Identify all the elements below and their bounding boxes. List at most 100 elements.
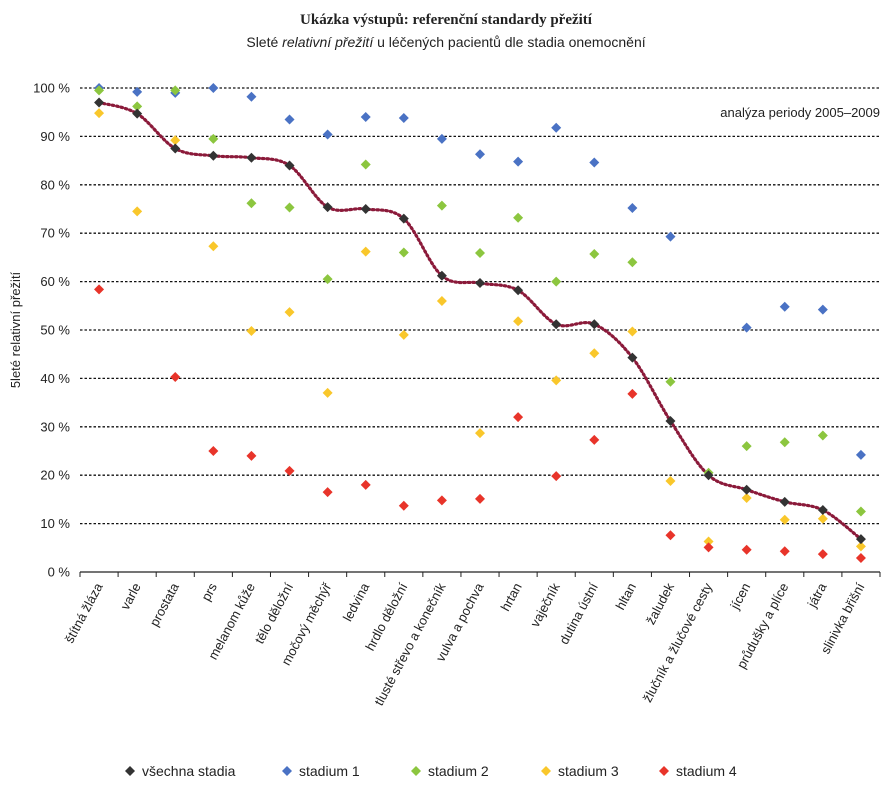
point-stadium-3 bbox=[475, 428, 485, 439]
point-stadium-1 bbox=[779, 301, 790, 312]
point-stadium-4 bbox=[817, 549, 828, 560]
point-stadium-3 bbox=[665, 476, 676, 487]
point-vsechna-stadia bbox=[436, 270, 447, 281]
point-stadium-1 bbox=[627, 203, 638, 214]
point-vsechna-stadia bbox=[132, 108, 143, 119]
point-stadium-4 bbox=[360, 479, 371, 490]
point-stadium-3 bbox=[817, 513, 828, 524]
point-stadium-4 bbox=[589, 434, 600, 445]
point-stadium-3 bbox=[703, 536, 714, 547]
period-annotation: analýza periody 2005–2009 bbox=[720, 105, 880, 120]
point-stadium-3 bbox=[589, 348, 600, 359]
point-stadium-2 bbox=[589, 249, 600, 260]
point-stadium-3 bbox=[94, 108, 105, 119]
legend-marker-stadium-4 bbox=[659, 766, 669, 776]
point-stadium-4 bbox=[322, 487, 333, 498]
point-stadium-2 bbox=[132, 101, 143, 112]
point-stadium-4 bbox=[208, 446, 219, 456]
point-vsechna-stadia bbox=[208, 150, 219, 161]
chart-subtitle: Sleté relativní přežití u léčených pacie… bbox=[0, 34, 892, 50]
y-tick-label: 20 % bbox=[40, 468, 70, 483]
point-stadium-2 bbox=[475, 248, 485, 259]
point-stadium-3 bbox=[741, 492, 752, 503]
point-vsechna-stadia bbox=[513, 285, 524, 296]
point-vsechna-stadia bbox=[551, 319, 562, 330]
category-label: varle bbox=[117, 580, 143, 612]
point-stadium-4 bbox=[475, 493, 485, 504]
point-stadium-3 bbox=[779, 514, 790, 525]
point-stadium-2 bbox=[513, 212, 524, 223]
point-stadium-4 bbox=[398, 500, 409, 511]
category-label: dutina ústní bbox=[556, 580, 601, 647]
point-vsechna-stadia bbox=[94, 97, 105, 108]
point-stadium-1 bbox=[665, 231, 676, 242]
subtitle-part-3: u léčených pacientů dle stadia onemocněn… bbox=[373, 34, 646, 50]
point-vsechna-stadia bbox=[741, 484, 752, 495]
point-stadium-3 bbox=[284, 307, 295, 318]
point-stadium-3 bbox=[513, 316, 524, 327]
point-vsechna-stadia bbox=[703, 470, 714, 481]
y-tick-label: 70 % bbox=[40, 226, 70, 241]
point-vsechna-stadia bbox=[360, 204, 371, 214]
all-stages-trend-line bbox=[97, 100, 863, 541]
point-stadium-2 bbox=[627, 257, 638, 268]
category-label: prs bbox=[198, 580, 220, 603]
point-stadium-4 bbox=[284, 465, 295, 476]
point-stadium-1 bbox=[475, 149, 485, 160]
category-label: tělo děložní bbox=[252, 580, 297, 646]
category-label: štítná žláza bbox=[62, 580, 106, 646]
point-stadium-1 bbox=[741, 322, 752, 333]
point-stadium-1 bbox=[246, 91, 257, 102]
point-stadium-1 bbox=[322, 129, 333, 140]
y-axis-title: 5leté relativní přežití bbox=[8, 271, 23, 388]
point-stadium-2 bbox=[855, 506, 866, 517]
category-label: játra bbox=[804, 580, 830, 611]
point-stadium-2 bbox=[284, 202, 295, 213]
point-vsechna-stadia bbox=[170, 143, 181, 154]
legend-marker-stadium-3 bbox=[541, 766, 551, 776]
point-stadium-2 bbox=[741, 441, 752, 452]
point-stadium-2 bbox=[322, 274, 333, 285]
y-tick-label: 0 % bbox=[48, 565, 71, 580]
y-tick-label: 100 % bbox=[33, 81, 70, 96]
legend-label-stadium-3: stadium 3 bbox=[558, 763, 619, 779]
point-stadium-1 bbox=[589, 157, 600, 168]
point-stadium-2 bbox=[779, 437, 790, 448]
point-vsechna-stadia bbox=[665, 415, 676, 426]
y-tick-label: 90 % bbox=[40, 129, 70, 144]
category-label: jícen bbox=[727, 580, 754, 612]
point-stadium-1 bbox=[132, 86, 143, 97]
point-vsechna-stadia bbox=[627, 352, 638, 363]
category-label: žaludek bbox=[643, 580, 678, 627]
point-stadium-1 bbox=[360, 112, 371, 123]
point-stadium-4 bbox=[94, 284, 105, 295]
point-stadium-4 bbox=[665, 530, 676, 541]
point-stadium-3 bbox=[398, 329, 409, 340]
legend-label-vsechna-stadia: všechna stadia bbox=[142, 763, 236, 779]
category-label: ledvina bbox=[340, 580, 373, 624]
point-stadium-1 bbox=[551, 122, 562, 133]
category-label: vaječník bbox=[527, 580, 563, 630]
point-vsechna-stadia bbox=[246, 152, 257, 163]
point-vsechna-stadia bbox=[322, 202, 333, 213]
point-stadium-4 bbox=[741, 544, 752, 555]
point-stadium-3 bbox=[855, 541, 866, 552]
legend-marker-vsechna-stadia bbox=[125, 766, 135, 776]
point-stadium-4 bbox=[855, 552, 866, 563]
point-stadium-3 bbox=[246, 325, 257, 336]
point-vsechna-stadia bbox=[817, 505, 828, 516]
point-stadium-3 bbox=[132, 206, 143, 217]
x-ticks bbox=[79, 572, 881, 577]
point-stadium-3 bbox=[627, 326, 638, 337]
all-stages-line bbox=[97, 100, 863, 541]
point-stadium-1 bbox=[855, 449, 866, 460]
category-label: hrtan bbox=[498, 580, 525, 613]
y-tick-label: 60 % bbox=[40, 274, 70, 289]
point-stadium-4 bbox=[703, 542, 714, 553]
legend-label-stadium-2: stadium 2 bbox=[428, 763, 489, 779]
y-tick-label: 30 % bbox=[40, 419, 70, 434]
legend: všechna stadia stadium 1 stadium 2 stadium … bbox=[125, 763, 737, 779]
y-tick-label: 50 % bbox=[40, 323, 70, 338]
